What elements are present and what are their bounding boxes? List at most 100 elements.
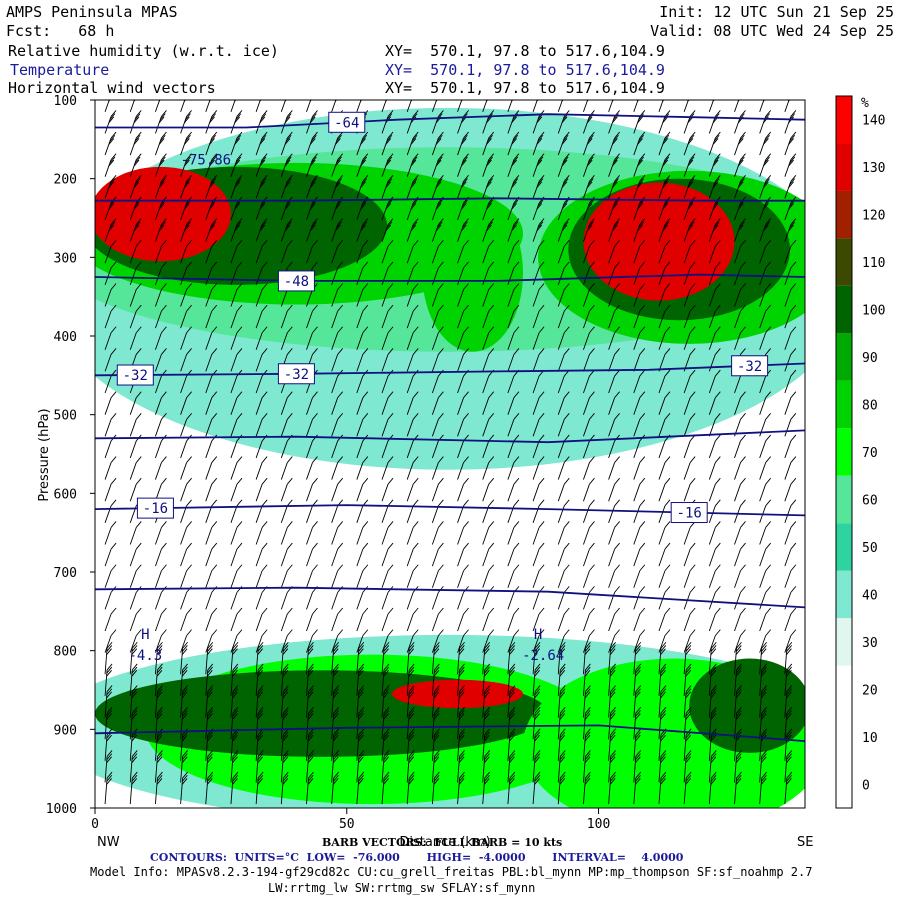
wind-barb-603 [482, 542, 495, 567]
isotherm-label-box-3-2 [731, 355, 769, 377]
wind-barb-48 [608, 110, 620, 134]
wind-barb-253 [129, 283, 142, 307]
wind-barb-236 [406, 261, 419, 286]
wind-barb-798 [457, 685, 465, 718]
wind-barb-663 [583, 586, 595, 610]
wind-barb-326 [557, 326, 570, 350]
wind-barb-357 [633, 348, 646, 372]
wind-barb-220 [708, 239, 721, 264]
wind-barb-626 [356, 564, 369, 588]
wind-barb-34 [255, 110, 268, 134]
wind-barb-770 [457, 663, 465, 696]
isotherm-label-3-1: -32 [284, 367, 309, 383]
wind-barb-754 [759, 641, 768, 675]
wind-barb-729 [129, 641, 138, 675]
wind-barb-311 [180, 326, 192, 350]
wind-barb-486 [356, 456, 369, 480]
wind-barb-814 [154, 706, 163, 740]
wind-barb-909 [431, 771, 440, 805]
wind-barb-545 [431, 499, 444, 523]
wind-barb-556 [708, 499, 721, 523]
wind-barb-409 [532, 391, 545, 415]
wind-barb-333 [734, 326, 746, 350]
wind-barb-171 [180, 218, 192, 242]
wind-barb-871 [180, 750, 188, 783]
y-axis-label: Pressure (hPa) [37, 408, 52, 501]
wind-barb-791 [280, 685, 289, 718]
wind-barb-762 [255, 663, 264, 696]
wind-barb-728 [104, 641, 113, 675]
wind-barb-188 [608, 218, 620, 242]
wind-barb-536 [205, 499, 218, 523]
wind-barb-438 [557, 413, 570, 437]
wind-barb-910 [457, 771, 465, 805]
wind-barb-822 [356, 706, 365, 740]
wind-barb-439 [583, 413, 595, 437]
wind-barb-738 [356, 641, 365, 675]
wind-barb-363 [784, 348, 797, 372]
wind-barb-473 [734, 434, 746, 459]
wind-barb-484 [306, 456, 318, 480]
wind-barb-401 [331, 391, 344, 415]
wind-barb-907 [381, 771, 390, 805]
wind-barb-544 [406, 499, 419, 523]
wind-barb-117 [230, 175, 243, 199]
wind-barb-693 [633, 607, 646, 632]
wind-barb-906 [356, 771, 365, 805]
wind-barb-721 [633, 629, 646, 653]
field-label-rh: Relative humidity (w.r.t. ice) [8, 42, 279, 60]
wind-barb-327 [583, 326, 595, 350]
wind-barb-922 [759, 771, 768, 805]
wind-barb-886 [557, 750, 566, 783]
wind-barb-727 [784, 629, 797, 653]
wind-barb-809 [734, 685, 742, 718]
wind-barb-247 [683, 261, 696, 286]
wind-barb-345 [331, 348, 344, 372]
y-tick-label-0: 100 [54, 94, 77, 109]
wind-barb-746 [557, 641, 566, 675]
wind-barb-129 [532, 175, 545, 199]
wind-barb-177 [331, 218, 344, 242]
wind-barb-702 [155, 629, 167, 653]
wind-barb-306 [759, 304, 772, 329]
wind-barb-317 [331, 326, 344, 350]
wind-barb-276 [708, 283, 721, 307]
wind-barb-244 [608, 261, 620, 286]
wind-barb-446 [759, 413, 772, 437]
wind-barb-571 [381, 521, 394, 545]
wind-barb-429 [331, 413, 344, 437]
wind-barb-607 [583, 542, 595, 567]
humidity-region-8 [422, 194, 524, 352]
wind-barb-507 [180, 477, 192, 502]
wind-barb-696 [708, 607, 721, 632]
wind-barb-573 [431, 521, 444, 545]
colorbar-label-4: 40 [862, 588, 878, 603]
wind-barb-168 [104, 218, 117, 242]
wind-barb-784 [104, 685, 113, 718]
wind-barb-472 [708, 434, 721, 459]
wind-barb-501 [734, 456, 746, 480]
wind-barb-292 [406, 304, 419, 329]
wind-barb-869 [129, 750, 138, 783]
wind-barb-313 [230, 326, 243, 350]
wind-barb-130 [557, 175, 570, 199]
wind-barb-415 [683, 391, 696, 415]
isotherm-1 [95, 197, 805, 202]
wind-barb-187 [583, 218, 595, 242]
wind-barb-134 [658, 175, 671, 199]
wind-barb-792 [306, 685, 314, 718]
wind-barb-709 [331, 629, 344, 653]
wind-barb-330 [658, 326, 671, 350]
wind-barb-854 [457, 728, 465, 761]
wind-barb-286 [255, 304, 268, 329]
wind-barb-817 [230, 706, 239, 740]
wind-barb-138 [759, 175, 772, 199]
wind-barb-122 [356, 175, 369, 199]
wind-barb-240 [507, 261, 520, 286]
wind-barb-121 [331, 175, 344, 199]
wind-barb-803 [582, 685, 591, 718]
wind-barb-124 [406, 175, 419, 199]
wind-barb-33 [230, 110, 243, 134]
wind-barb-225 [129, 261, 142, 286]
wind-barb-252 [104, 283, 117, 307]
